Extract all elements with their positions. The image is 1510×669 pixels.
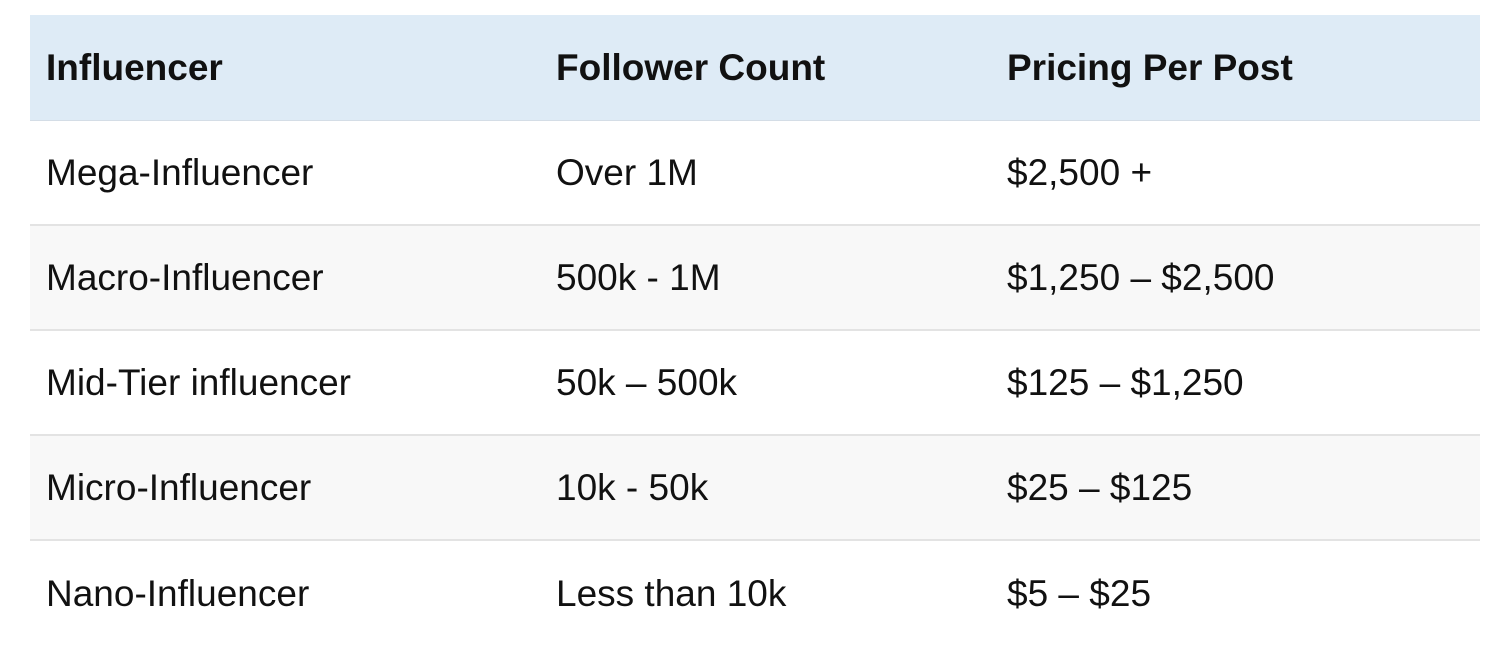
- follower-count-cell: 10k - 50k: [556, 467, 709, 508]
- header-follower-count: Follower Count: [556, 47, 826, 88]
- influencer-cell: Nano-Influencer: [46, 573, 310, 614]
- table-row: Micro-Influencer 10k - 50k $25 – $125: [30, 436, 1480, 541]
- follower-count-cell: Less than 10k: [556, 573, 787, 614]
- influencer-pricing-table: Influencer Follower Count Pricing Per Po…: [30, 15, 1480, 646]
- table-row: Macro-Influencer 500k - 1M $1,250 – $2,5…: [30, 226, 1480, 331]
- influencer-cell: Macro-Influencer: [46, 257, 324, 298]
- header-pricing-per-post: Pricing Per Post: [1007, 47, 1293, 88]
- influencer-cell: Mega-Influencer: [46, 152, 314, 193]
- follower-count-cell: 500k - 1M: [556, 257, 721, 298]
- header-influencer: Influencer: [46, 47, 223, 88]
- pricing-cell: $25 – $125: [1007, 467, 1193, 508]
- table-header-row: Influencer Follower Count Pricing Per Po…: [30, 15, 1480, 121]
- pricing-cell: $125 – $1,250: [1007, 362, 1244, 403]
- pricing-cell: $1,250 – $2,500: [1007, 257, 1275, 298]
- follower-count-cell: Over 1M: [556, 152, 698, 193]
- follower-count-cell: 50k – 500k: [556, 362, 738, 403]
- table-row: Mega-Influencer Over 1M $2,500 +: [30, 121, 1480, 226]
- table-row: Nano-Influencer Less than 10k $5 – $25: [30, 541, 1480, 646]
- pricing-cell: $5 – $25: [1007, 573, 1152, 614]
- table-row: Mid-Tier influencer 50k – 500k $125 – $1…: [30, 331, 1480, 436]
- pricing-cell: $2,500 +: [1007, 152, 1153, 193]
- influencer-cell: Mid-Tier influencer: [46, 362, 351, 403]
- influencer-cell: Micro-Influencer: [46, 467, 312, 508]
